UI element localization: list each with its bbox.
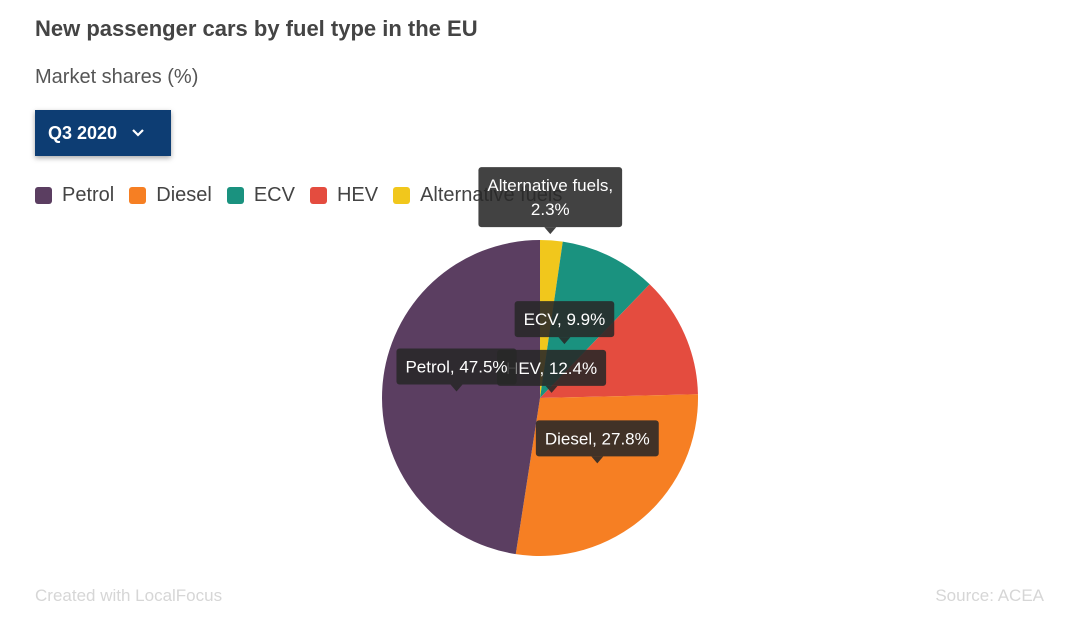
legend-item-diesel[interactable]: Diesel [129,184,212,207]
legend-label: Petrol [62,184,115,206]
tooltip-label: ECV, 9.9% [524,310,606,329]
legend-item-ecv[interactable]: ECV [226,184,295,207]
tooltip-label: 2.3% [531,200,570,219]
tooltip-box [497,349,607,386]
tooltip-box [396,348,517,385]
legend-label: HEV [336,184,379,206]
legend-item-petrol[interactable]: Petrol [35,184,114,207]
legend-swatch [309,187,327,204]
tooltip-label: Alternative fuels, [487,176,613,195]
legend-item-hev[interactable]: HEV [309,184,379,207]
legend-label: Diesel [156,184,212,206]
tooltip-box [535,420,659,457]
legend-swatch [393,187,411,204]
period-dropdown[interactable]: Q3 2020 [35,110,171,156]
tooltip-pointer [591,456,604,464]
tooltip-label: Petrol, 47.5% [405,358,507,377]
tooltip-ecv: ECV, 9.9% [514,301,615,345]
source-text: Source: ACEA [935,586,1044,605]
chart-title: New passenger cars by fuel type in the E… [35,16,478,41]
tooltip-petrol: Petrol, 47.5% [396,348,517,392]
legend-swatch [226,187,244,204]
tooltip-label: Diesel, 27.8% [545,429,650,448]
tooltip-box [514,301,615,338]
tooltip-diesel: Diesel, 27.8% [535,420,659,464]
tooltip-box [478,167,623,228]
credit-text: Created with LocalFocus [35,586,223,605]
chart-subtitle: Market shares (%) [35,66,199,88]
pie-slice-petrol[interactable] [381,240,540,555]
tooltip-label: HEV, 12.4% [506,359,597,378]
legend-label: ECV [253,184,295,206]
legend-swatch [129,187,147,204]
tooltip-pointer [544,227,557,235]
pie-slice-diesel[interactable] [515,394,698,556]
legend-swatch [35,187,52,204]
period-dropdown-label: Q3 2020 [48,122,118,143]
chevron-down-icon [131,128,145,138]
tooltip-pointer [545,385,558,393]
tooltip-alternative-fuels: Alternative fuels, 2.3% [478,167,623,235]
tooltip-pointer [558,337,571,345]
tooltip-hev: HEV, 12.4% [497,349,607,393]
tooltip-pointer [450,384,463,392]
